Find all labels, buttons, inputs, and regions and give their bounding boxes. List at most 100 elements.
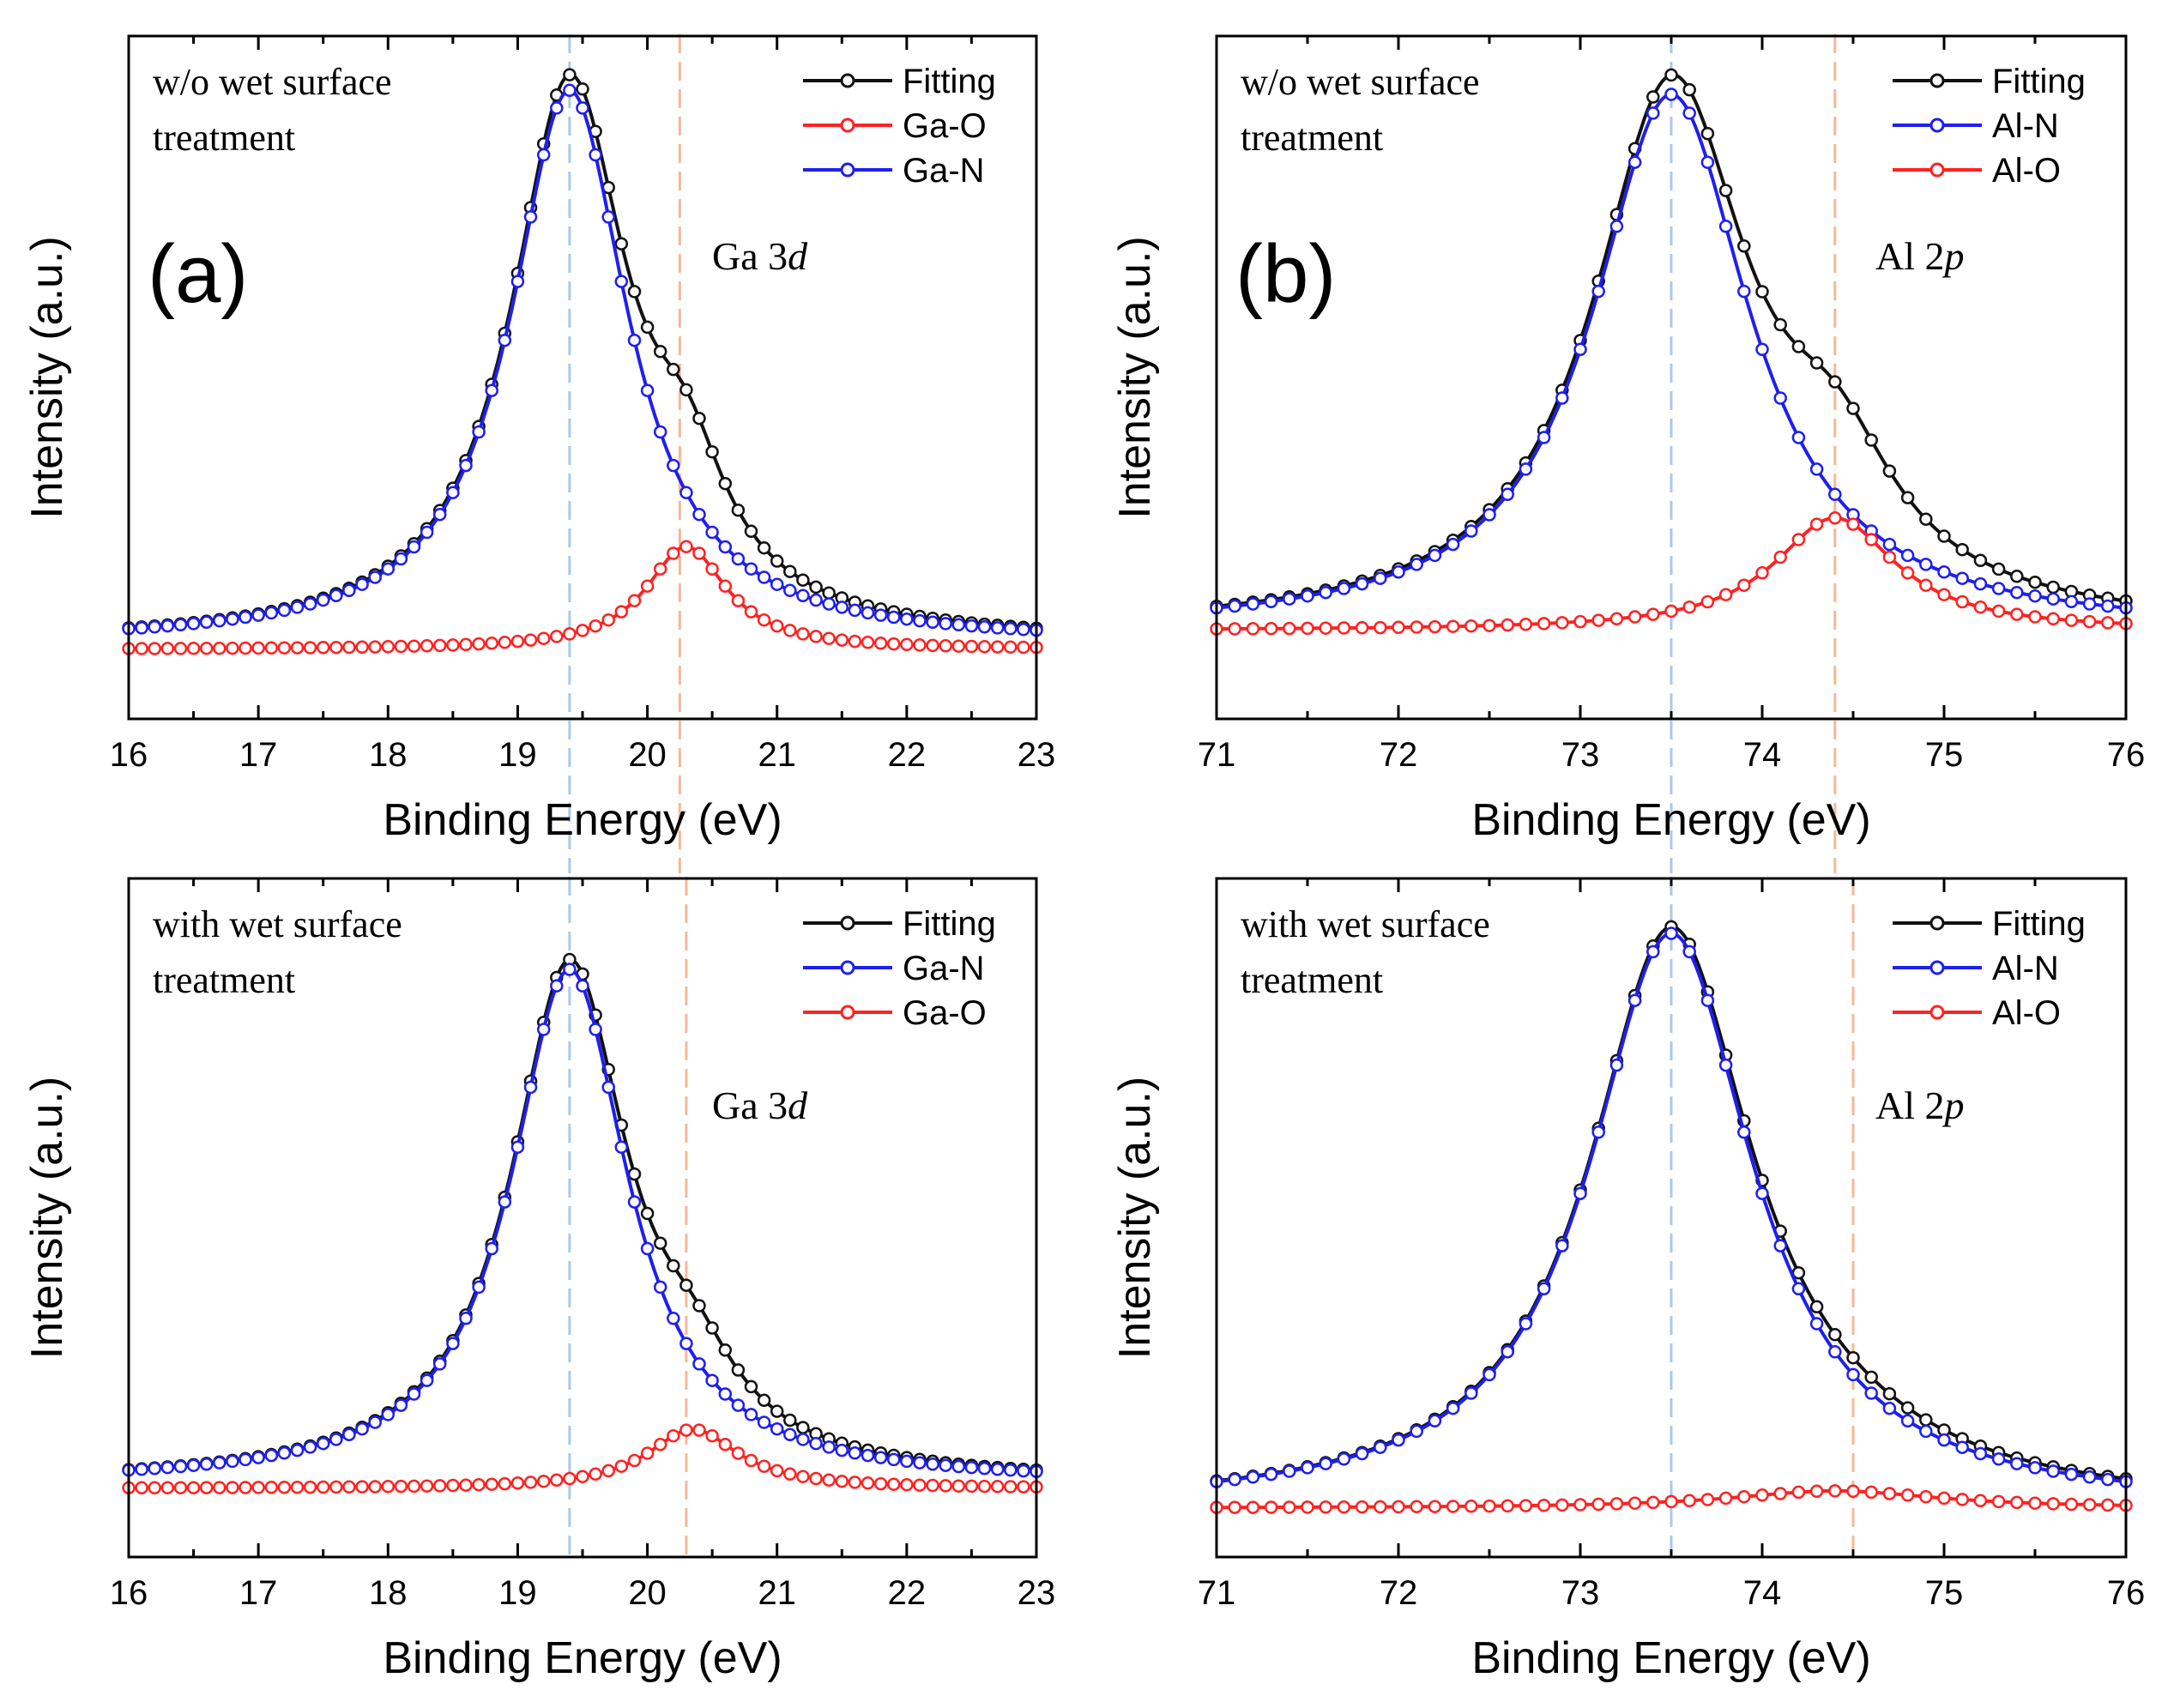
marker-ga-n (822, 1440, 836, 1454)
legend-marker (1929, 915, 1945, 931)
marker-al-o (1864, 533, 1878, 546)
marker-al-n (1700, 993, 1715, 1007)
marker-al-o (1682, 600, 1696, 614)
marker-ga-n (589, 148, 602, 162)
marker-al-o (1682, 1494, 1696, 1508)
marker-al-n (1773, 1239, 1787, 1252)
marker-al-o (1446, 619, 1460, 633)
marker-ga-n (873, 1451, 888, 1464)
marker-ga-o (160, 642, 175, 655)
marker-ga-o (731, 1446, 746, 1460)
marker-fitting (692, 1299, 706, 1313)
marker-fitting (1682, 82, 1696, 97)
marker-ga-n (355, 577, 369, 591)
marker-ga-n (303, 597, 317, 611)
marker-fitting (2028, 575, 2042, 589)
marker-ga-o (1004, 1480, 1018, 1494)
marker-ga-n (355, 1421, 369, 1436)
marker-ga-n (770, 1421, 784, 1436)
marker-al-n (2101, 599, 2115, 613)
marker-al-o (2101, 616, 2115, 630)
legend-label: Ga-O (903, 994, 987, 1032)
marker-fitting (667, 362, 680, 377)
marker-al-n (1882, 537, 1897, 552)
marker-al-n (1501, 487, 1514, 502)
legend-marker (1929, 162, 1945, 178)
marker-al-n (1809, 1317, 1824, 1331)
marker-ga-o (900, 1477, 914, 1492)
marker-ga-n (744, 562, 758, 576)
marker-al-n (1737, 284, 1751, 299)
marker-fitting (744, 1379, 758, 1394)
series-line-ga-n (128, 968, 1037, 1474)
marker-ga-o (148, 1481, 161, 1495)
marker-ga-o (653, 562, 667, 576)
marker-fitting (705, 1321, 719, 1335)
marker-al-n (1319, 585, 1332, 600)
marker-al-n (1846, 1367, 1860, 1382)
marker-fitting (1955, 542, 1969, 557)
x-tick-label: 75 (1925, 1574, 1964, 1612)
core-level-element: Ga 3 (712, 1083, 788, 1127)
x-tick-label: 76 (2107, 736, 2146, 774)
marker-ga-n (148, 1462, 161, 1476)
marker-ga-n (420, 1373, 434, 1387)
marker-al-n (1301, 1461, 1314, 1475)
legend-label: Al-O (1992, 994, 2061, 1032)
marker-ga-n (692, 507, 706, 522)
marker-al-n (1555, 1239, 1569, 1252)
marker-al-o (1991, 1494, 2006, 1509)
marker-al-o (1882, 550, 1897, 564)
marker-al-n (1483, 1367, 1496, 1382)
marker-ga-n (536, 1023, 551, 1036)
core-level-orbital: p (1942, 1083, 1965, 1127)
marker-al-o (1609, 1497, 1624, 1511)
marker-al-n (1483, 508, 1496, 522)
marker-al-o (2010, 1495, 2024, 1510)
core-level-orbital: p (1942, 234, 1965, 278)
marker-ga-o (783, 1467, 797, 1482)
marker-ga-o (199, 1481, 214, 1494)
marker-ga-n (886, 610, 901, 625)
marker-fitting (1646, 90, 1660, 104)
marker-ga-o (536, 1474, 551, 1488)
marker-fitting (1737, 239, 1751, 253)
marker-al-n (1828, 487, 1842, 502)
marker-ga-n (926, 615, 939, 630)
x-tick-label: 72 (1380, 1574, 1418, 1612)
marker-fitting (822, 586, 836, 600)
marker-al-n (1609, 1058, 1624, 1072)
marker-al-o (1337, 621, 1351, 635)
marker-ga-o (589, 1467, 602, 1482)
marker-al-n (1374, 571, 1387, 585)
marker-al-o (2082, 614, 2097, 629)
x-tick-label: 21 (758, 736, 796, 774)
marker-ga-o (536, 631, 551, 645)
marker-ga-o (472, 1477, 486, 1492)
x-tick-label: 20 (628, 736, 667, 774)
marker-ga-n (614, 1140, 629, 1154)
marker-al-n (1374, 1440, 1387, 1454)
marker-ga-n (160, 619, 175, 633)
marker-ga-o (705, 562, 719, 576)
marker-ga-o (913, 638, 927, 652)
marker-ga-o (886, 1477, 901, 1491)
marker-al-o (1319, 621, 1332, 635)
marker-ga-n (667, 458, 680, 473)
marker-ga-o (459, 637, 473, 652)
marker-ga-n (251, 608, 265, 622)
marker-al-n (1228, 1472, 1241, 1487)
marker-ga-o (342, 640, 356, 655)
marker-ga-n (731, 552, 746, 566)
marker-ga-o (563, 1471, 577, 1486)
marker-ga-o (485, 1477, 498, 1491)
marker-al-o (1900, 566, 1915, 580)
marker-ga-o (601, 613, 615, 627)
legend-marker (840, 1005, 855, 1020)
panel-ga-bottom: 16 17 18 19 20 21 22 23 Binding Energy (eV) Inten… (22, 877, 1055, 1683)
marker-al-n (1755, 1186, 1769, 1200)
x-tick-label: 21 (758, 1574, 796, 1612)
marker-ga-o (796, 627, 810, 641)
marker-al-o (1846, 517, 1860, 531)
